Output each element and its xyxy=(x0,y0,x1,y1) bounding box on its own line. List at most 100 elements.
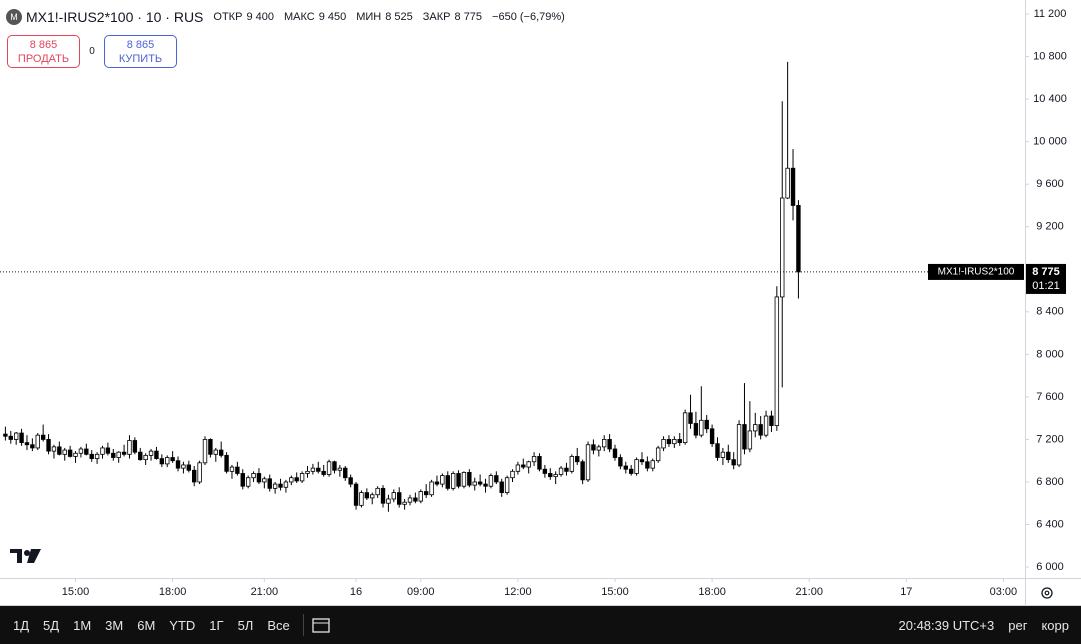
x-tick-label: 17 xyxy=(900,586,912,598)
candle-body xyxy=(89,453,94,459)
range-button[interactable]: Все xyxy=(267,617,290,633)
candle-body xyxy=(618,457,623,467)
clock: 20:48:39 UTC+3 xyxy=(898,617,995,633)
candle-body xyxy=(213,449,218,455)
x-tick-label: 21:00 xyxy=(795,586,823,598)
candle-body xyxy=(337,467,343,471)
candle-body xyxy=(305,470,310,474)
range-button[interactable]: 3М xyxy=(105,617,124,633)
date-range-icon[interactable] xyxy=(310,615,332,635)
trade-panel: 8 865 ПРОДАТЬ 0 8 865 КУПИТЬ xyxy=(7,35,177,68)
candle-body xyxy=(434,481,440,485)
candle-body xyxy=(655,447,661,462)
range-button[interactable]: 1М xyxy=(73,617,92,633)
candle-body xyxy=(699,419,704,436)
candle-body xyxy=(143,454,148,461)
candle-body xyxy=(272,483,278,489)
candle-body xyxy=(510,470,515,479)
range-button[interactable]: 1Г xyxy=(209,617,224,633)
y-tick-label: 6 000 xyxy=(1036,561,1064,573)
candle-body xyxy=(456,473,461,487)
legend: M MX1!-IRUS2*100 · 10 · RUS ОТКР 9 400 МА… xyxy=(6,9,565,25)
separator xyxy=(302,614,304,636)
candle-body xyxy=(159,458,165,465)
candle-body xyxy=(224,454,229,472)
candle-body xyxy=(175,460,181,469)
candle-body xyxy=(386,498,391,504)
candle-body xyxy=(666,439,672,445)
range-button[interactable]: 5Д xyxy=(43,617,60,633)
candle-body xyxy=(202,439,208,464)
settings-icon[interactable] xyxy=(1041,587,1053,599)
sell-label: ПРОДАТЬ xyxy=(17,52,70,65)
y-tick-label: 10 400 xyxy=(1033,93,1067,105)
candle-body xyxy=(423,491,429,496)
candle-body xyxy=(602,439,607,448)
candle-body xyxy=(78,448,84,454)
candle-body xyxy=(138,451,143,461)
candle-body xyxy=(413,497,418,502)
candle-body xyxy=(494,475,499,483)
candle-body xyxy=(693,423,699,436)
candle-body xyxy=(521,464,526,468)
price-tag-price: 8 775 xyxy=(1032,266,1060,278)
open-value: 9 400 xyxy=(246,11,274,23)
candle-body xyxy=(704,419,709,430)
candle-body xyxy=(758,424,763,436)
candle-body xyxy=(359,492,364,506)
x-tick-label: 18:00 xyxy=(698,586,726,598)
candle-body xyxy=(262,478,267,483)
candle-body xyxy=(726,451,731,461)
x-tick-label: 21:00 xyxy=(251,586,279,598)
candle-body xyxy=(785,167,790,199)
session[interactable]: рег xyxy=(1008,617,1028,633)
y-tick-label: 9 200 xyxy=(1036,221,1064,233)
candle-body xyxy=(370,494,375,499)
candle-body xyxy=(289,477,294,483)
buy-button[interactable]: 8 865 КУПИТЬ xyxy=(104,35,177,68)
candle-body xyxy=(720,451,726,458)
sell-button[interactable]: 8 865 ПРОДАТЬ xyxy=(7,35,80,68)
range-button[interactable]: 6М xyxy=(137,617,156,633)
range-button[interactable]: YTD xyxy=(169,617,196,633)
candle-body xyxy=(596,446,602,451)
candle-body xyxy=(51,446,57,452)
candle-body xyxy=(542,468,548,474)
candle-body xyxy=(682,412,688,444)
price-tag-bg xyxy=(1026,263,1066,294)
candle-body xyxy=(391,492,397,500)
low-value: 8 525 xyxy=(385,11,413,23)
candle-body xyxy=(526,461,531,468)
candle-body xyxy=(553,474,558,478)
tv-logo xyxy=(10,549,41,563)
candle-body xyxy=(294,477,299,482)
change: −650 (−6,79%) xyxy=(492,11,565,23)
close-value: 8 775 xyxy=(454,11,483,23)
candle-body xyxy=(57,446,62,455)
symbol[interactable]: MX1!-IRUS2*100 · 10 · RUS xyxy=(26,9,204,25)
candle-body xyxy=(94,453,100,459)
candle-body xyxy=(548,473,553,478)
candle-body xyxy=(251,473,256,479)
candle-body xyxy=(639,459,645,463)
candle-body xyxy=(170,457,175,462)
range-button[interactable]: 1Д xyxy=(13,617,30,633)
candle-body xyxy=(661,439,666,449)
buy-label: КУПИТЬ xyxy=(118,52,163,65)
candle-body xyxy=(197,462,202,483)
candle-body xyxy=(208,439,213,455)
y-tick-label: 10 000 xyxy=(1033,136,1067,148)
candle-body xyxy=(715,443,720,458)
candle-body xyxy=(8,435,13,440)
candle-body xyxy=(747,430,753,450)
candle-body xyxy=(628,468,634,474)
y-tick-label: 7 600 xyxy=(1036,391,1064,403)
range-button[interactable]: 5Л xyxy=(237,617,254,633)
candle-body xyxy=(353,483,359,506)
candle-body xyxy=(504,477,510,494)
low-key: МИН xyxy=(356,11,382,23)
y-tick-label: 6 400 xyxy=(1036,518,1064,530)
candles xyxy=(3,61,801,512)
adjust[interactable]: корр xyxy=(1041,617,1069,633)
candle-body xyxy=(645,461,650,469)
